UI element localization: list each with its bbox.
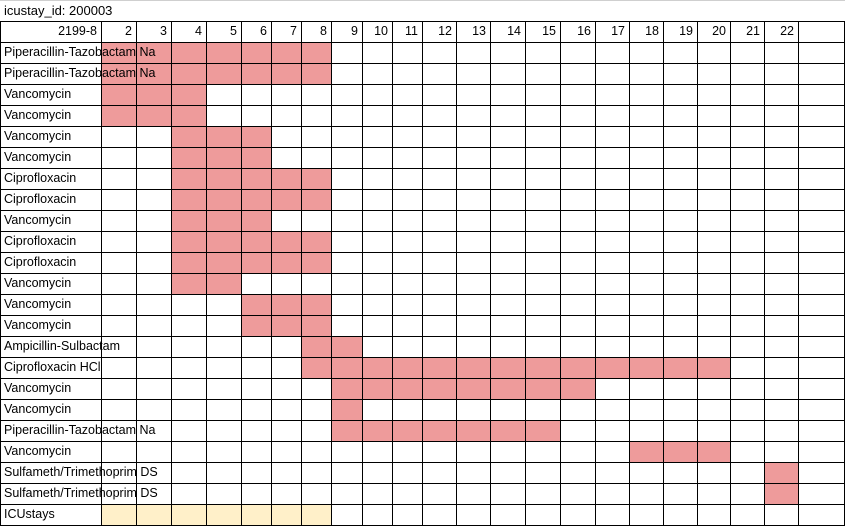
header-day[interactable]: 3 bbox=[160, 24, 167, 38]
column-divider bbox=[663, 21, 664, 526]
header-day[interactable]: 9 bbox=[351, 24, 358, 38]
column-divider bbox=[490, 21, 491, 526]
medication-span[interactable] bbox=[101, 105, 206, 126]
column-divider bbox=[560, 21, 561, 526]
medication-row-label[interactable]: Vancomycin bbox=[4, 297, 72, 311]
medication-row-label[interactable]: Vancomycin bbox=[4, 318, 72, 332]
column-divider bbox=[392, 21, 393, 526]
medication-span[interactable] bbox=[171, 147, 271, 168]
header-day[interactable]: 19 bbox=[679, 24, 693, 38]
header-day[interactable]: 10 bbox=[374, 24, 388, 38]
header-day[interactable]: 17 bbox=[611, 24, 625, 38]
header-day[interactable]: 6 bbox=[260, 24, 267, 38]
column-divider bbox=[730, 21, 731, 526]
medication-span[interactable] bbox=[171, 231, 331, 252]
column-divider bbox=[206, 21, 207, 526]
column-divider bbox=[629, 21, 630, 526]
medication-span[interactable] bbox=[171, 210, 271, 231]
column-divider bbox=[271, 21, 272, 526]
medication-span[interactable] bbox=[101, 63, 331, 84]
icustay-title: icustay_id: 200003 bbox=[4, 3, 113, 18]
header-day[interactable]: 13 bbox=[472, 24, 486, 38]
title-divider bbox=[0, 0, 845, 1]
medication-span[interactable] bbox=[301, 357, 730, 378]
medication-row-label[interactable]: Vancomycin bbox=[4, 444, 72, 458]
medication-span[interactable] bbox=[331, 378, 595, 399]
column-divider bbox=[697, 21, 698, 526]
medication-row-label[interactable]: Vancomycin bbox=[4, 150, 72, 164]
medication-row-label[interactable]: Vancomycin bbox=[4, 108, 72, 122]
medication-row-label[interactable]: Ciprofloxacin bbox=[4, 234, 77, 248]
header-day[interactable]: 4 bbox=[195, 24, 202, 38]
column-divider bbox=[101, 21, 102, 526]
column-divider bbox=[331, 21, 332, 526]
medication-row-label[interactable]: Vancomycin bbox=[4, 129, 72, 143]
medication-row-label[interactable]: Piperacillin-Tazobactam Na bbox=[4, 423, 156, 437]
medication-row-label[interactable]: Vancomycin bbox=[4, 381, 72, 395]
medication-span[interactable] bbox=[171, 168, 331, 189]
medication-row-label[interactable]: Ciprofloxacin bbox=[4, 171, 77, 185]
header-day[interactable]: 15 bbox=[542, 24, 556, 38]
medication-row-label[interactable]: Ciprofloxacin HCl bbox=[4, 360, 101, 374]
column-divider bbox=[764, 21, 765, 526]
medication-span[interactable] bbox=[171, 189, 331, 210]
column-divider bbox=[241, 21, 242, 526]
medication-span[interactable] bbox=[764, 462, 798, 483]
medication-span[interactable] bbox=[241, 294, 331, 315]
medication-row-label[interactable]: Vancomycin bbox=[4, 276, 72, 290]
medication-span[interactable] bbox=[331, 399, 362, 420]
medication-row-label[interactable]: Sulfameth/Trimethoprim DS bbox=[4, 486, 158, 500]
column-divider bbox=[422, 21, 423, 526]
header-day[interactable]: 16 bbox=[577, 24, 591, 38]
header-day[interactable]: 12 bbox=[438, 24, 452, 38]
medication-row-label[interactable]: Vancomycin bbox=[4, 402, 72, 416]
header-day[interactable]: 14 bbox=[507, 24, 521, 38]
medication-span[interactable] bbox=[171, 126, 271, 147]
header-day[interactable]: 21 bbox=[746, 24, 760, 38]
header-day[interactable]: 22 bbox=[780, 24, 794, 38]
header-day[interactable]: 7 bbox=[290, 24, 297, 38]
header-day[interactable]: 18 bbox=[645, 24, 659, 38]
medication-row-label[interactable]: Ciprofloxacin bbox=[4, 192, 77, 206]
medication-span[interactable] bbox=[171, 252, 331, 273]
medication-row-label[interactable]: Vancomycin bbox=[4, 213, 72, 227]
column-divider bbox=[0, 21, 1, 526]
medication-row-label[interactable]: Vancomycin bbox=[4, 87, 72, 101]
header-day[interactable]: 11 bbox=[405, 24, 418, 38]
column-divider bbox=[171, 21, 172, 526]
header-day[interactable]: 8 bbox=[320, 24, 327, 38]
medication-span[interactable] bbox=[241, 315, 331, 336]
column-divider bbox=[525, 21, 526, 526]
header-day[interactable]: 5 bbox=[230, 24, 237, 38]
column-divider bbox=[362, 21, 363, 526]
column-divider bbox=[798, 21, 799, 526]
column-divider bbox=[595, 21, 596, 526]
medication-row-label[interactable]: Sulfameth/Trimethoprim DS bbox=[4, 465, 158, 479]
medication-span[interactable] bbox=[629, 441, 730, 462]
medication-span[interactable] bbox=[101, 84, 206, 105]
header-day[interactable]: 20 bbox=[712, 24, 726, 38]
medication-row-label[interactable]: Piperacillin-Tazobactam Na bbox=[4, 45, 156, 59]
header-corner: 2199-8 bbox=[58, 24, 97, 38]
medication-row-label[interactable]: Ciprofloxacin bbox=[4, 255, 77, 269]
icustay-row-label[interactable]: ICUstays bbox=[4, 507, 55, 521]
medication-span[interactable] bbox=[331, 420, 560, 441]
icustay-span[interactable] bbox=[101, 504, 331, 525]
header-day[interactable]: 2 bbox=[125, 24, 132, 38]
medication-span[interactable] bbox=[764, 483, 798, 504]
medication-row-label[interactable]: Ampicillin-Sulbactam bbox=[4, 339, 121, 353]
column-divider bbox=[456, 21, 457, 526]
column-divider bbox=[136, 21, 137, 526]
medication-row-label[interactable]: Piperacillin-Tazobactam Na bbox=[4, 66, 156, 80]
medication-span[interactable] bbox=[101, 42, 331, 63]
column-divider bbox=[301, 21, 302, 526]
